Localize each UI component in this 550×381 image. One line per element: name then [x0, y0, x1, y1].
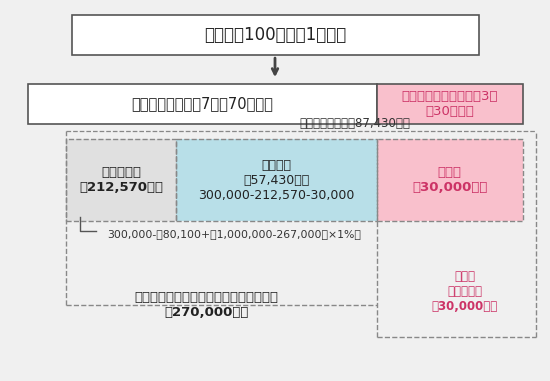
Text: 病院窓口での自己負担3割
（30万円）: 病院窓口での自己負担3割 （30万円） [402, 90, 498, 118]
Text: 実際の
自己負担額
〈30,000円〉: 実際の 自己負担額 〈30,000円〉 [432, 270, 498, 313]
FancyBboxPatch shape [28, 84, 377, 124]
Text: 後で健康保険組合から払い戻しされる額
〈270,000円〉: 後で健康保険組合から払い戻しされる額 〈270,000円〉 [134, 291, 278, 319]
Text: 自己負担限度額（87,430円）: 自己負担限度額（87,430円） [300, 117, 411, 130]
Text: 控除額
（30,000円）: 控除額 （30,000円） [412, 166, 487, 194]
FancyBboxPatch shape [176, 139, 377, 221]
Text: 健康保険組合負担7割（70万円）: 健康保険組合負担7割（70万円） [131, 96, 273, 111]
Text: 総医療費100万円（1カ月）: 総医療費100万円（1カ月） [204, 26, 346, 44]
Text: 高額療養費
（212,570円）: 高額療養費 （212,570円） [79, 166, 163, 194]
FancyBboxPatch shape [377, 139, 522, 221]
Text: 300,000-（80,100+（1,000,000-267,000）×1%）: 300,000-（80,100+（1,000,000-267,000）×1%） [107, 229, 361, 239]
Text: 付加給付
（57,430円）
300,000-212,570-30,000: 付加給付 （57,430円） 300,000-212,570-30,000 [198, 158, 355, 202]
FancyBboxPatch shape [72, 15, 478, 55]
FancyBboxPatch shape [66, 139, 176, 221]
FancyBboxPatch shape [377, 84, 522, 124]
